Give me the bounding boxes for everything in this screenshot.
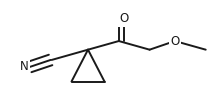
- Text: O: O: [120, 12, 129, 25]
- Text: O: O: [170, 35, 180, 48]
- Text: N: N: [20, 60, 29, 73]
